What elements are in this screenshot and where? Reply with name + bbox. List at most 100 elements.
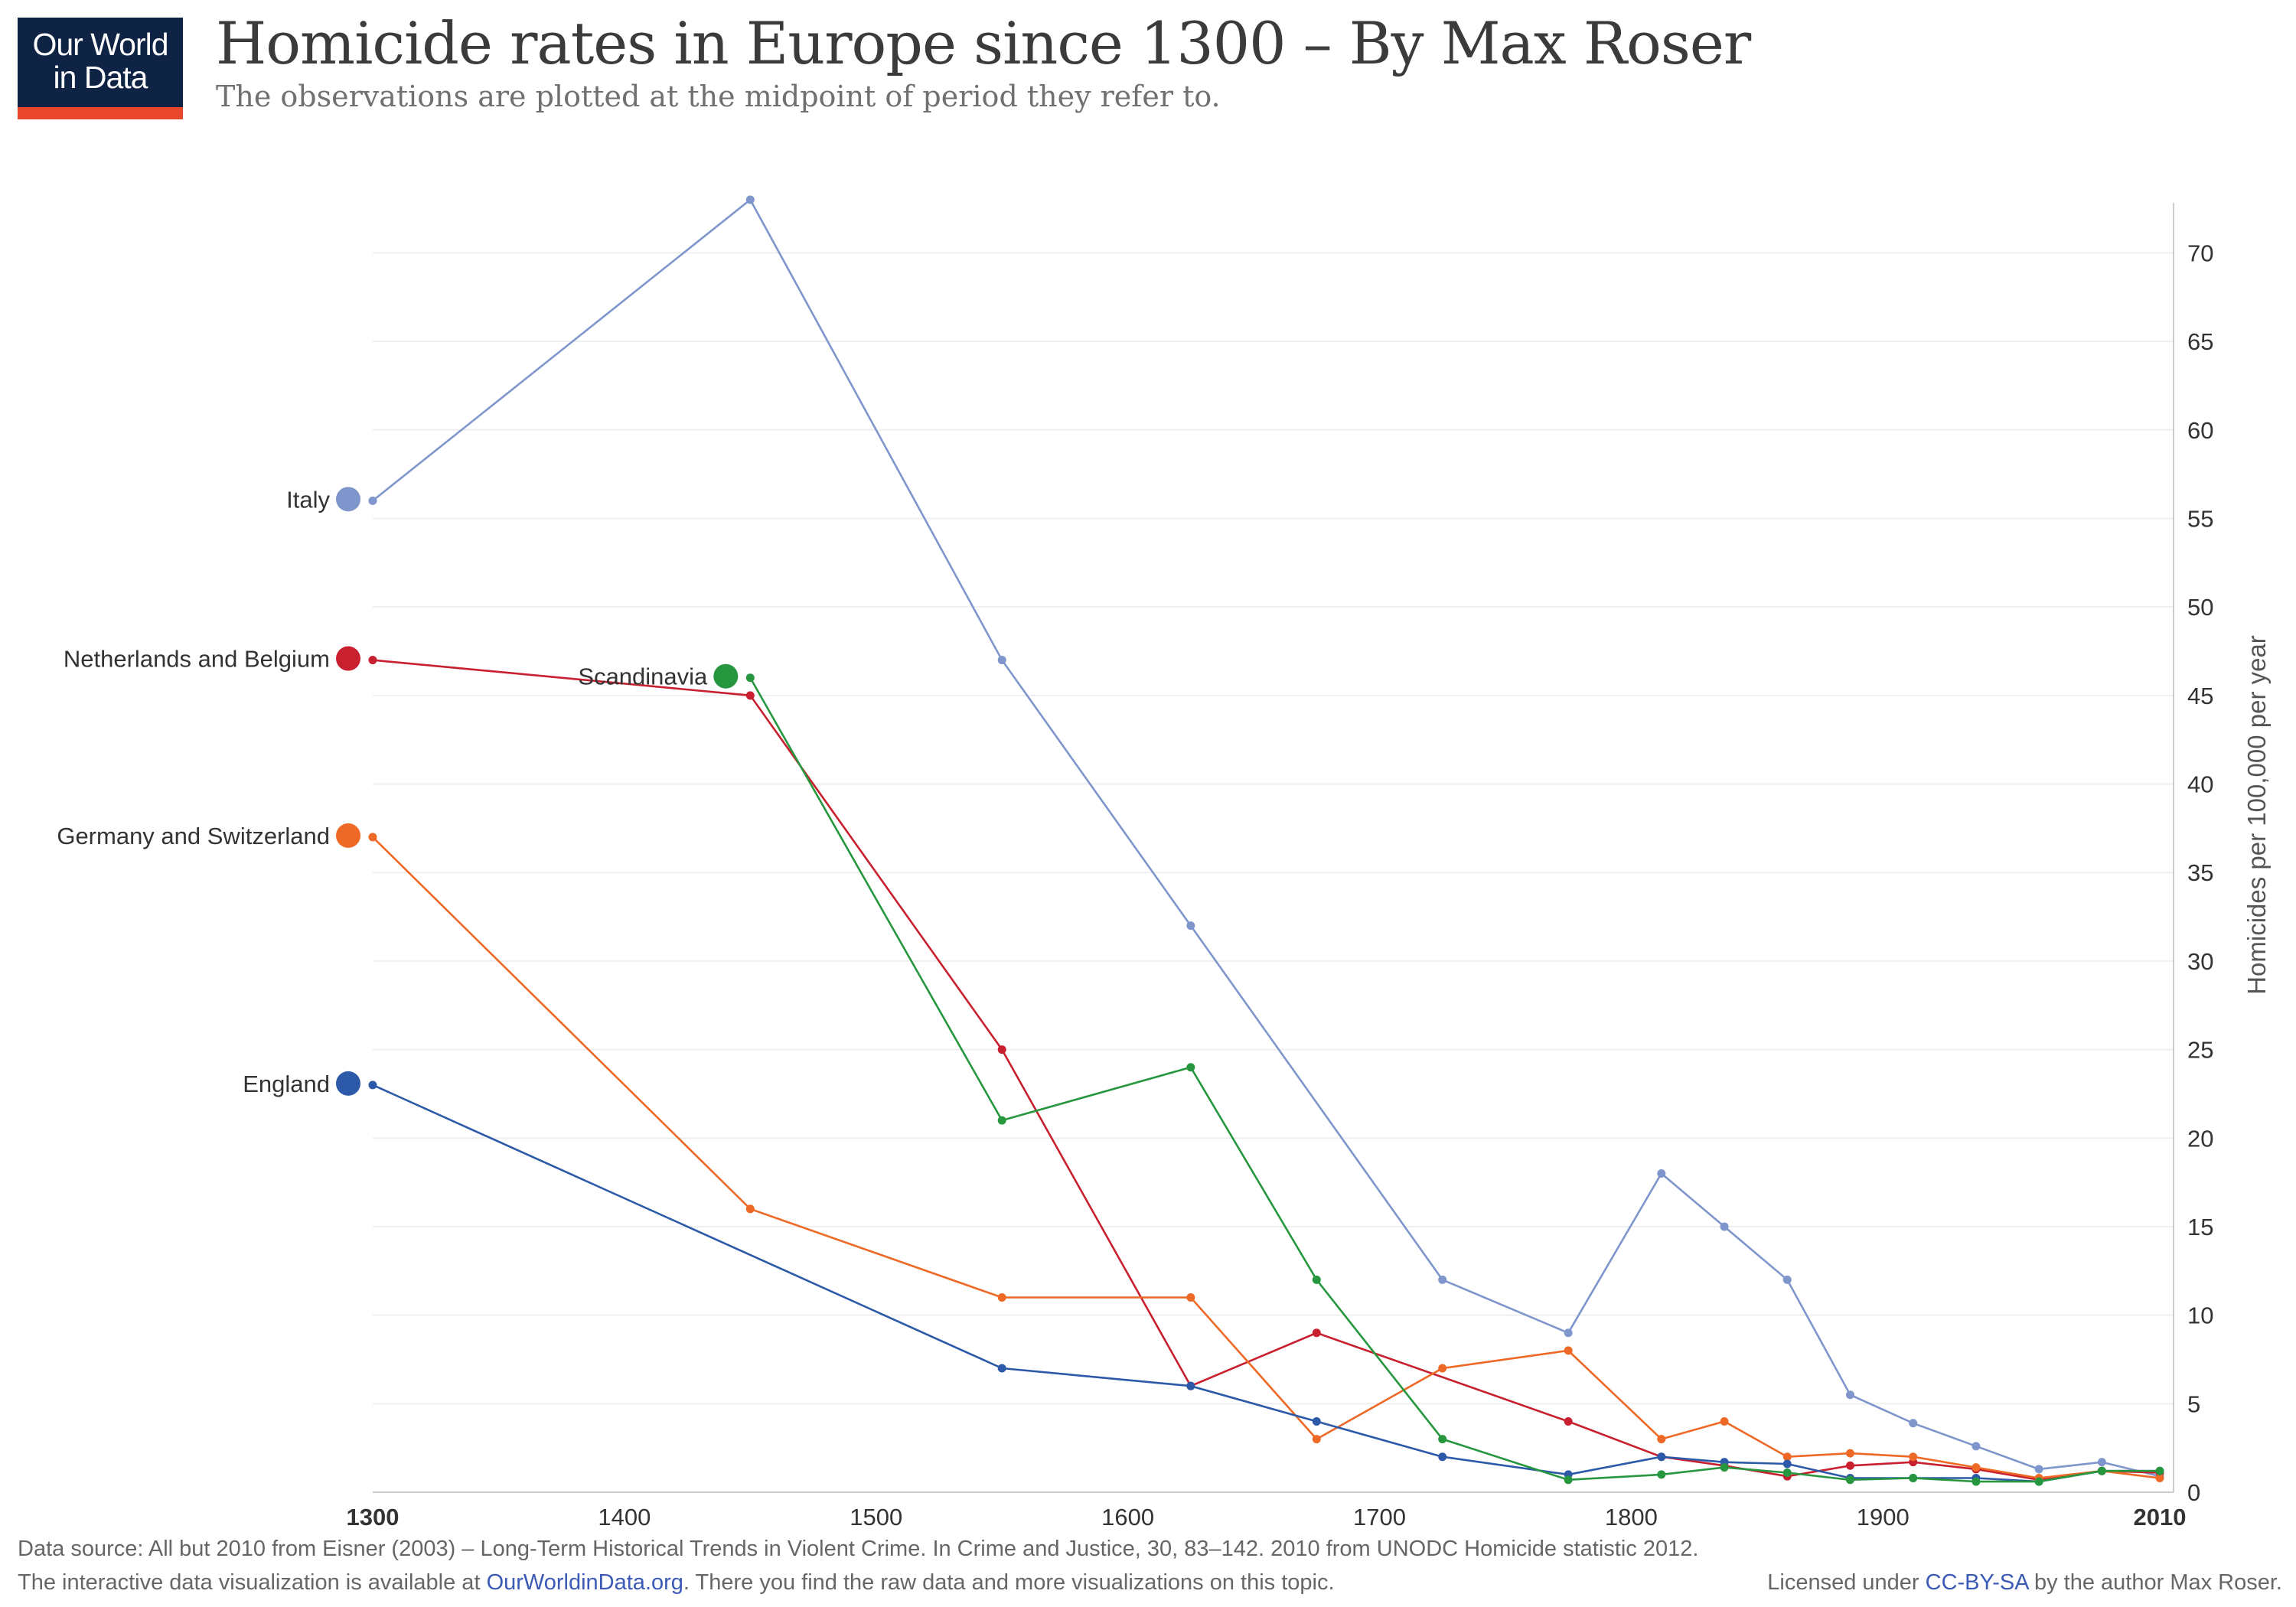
data-point-italy <box>2097 1458 2106 1467</box>
data-point-scandinavia <box>745 673 755 683</box>
data-point-scandinavia <box>1971 1477 1981 1486</box>
data-point-scandinavia <box>1186 1063 1195 1072</box>
footer-license: Licensed under CC-BY-SA by the author Ma… <box>1767 1570 2282 1596</box>
data-point-italy <box>1564 1328 1573 1338</box>
logo-line2: in Data <box>53 60 148 95</box>
data-point-italy <box>1720 1222 1729 1231</box>
owid-logo: Our World in Data <box>18 18 183 119</box>
data-point-scandinavia <box>1720 1463 1729 1472</box>
data-point-italy <box>1845 1390 1854 1400</box>
x-tick-label: 1800 <box>1605 1504 1658 1530</box>
series-line-england <box>372 1084 2160 1483</box>
legend-label-england: England <box>243 1071 330 1097</box>
y-tick-label: 70 <box>2187 240 2213 266</box>
data-point-england <box>1657 1452 1666 1462</box>
legend-marker-england <box>336 1071 360 1096</box>
y-axis-label: Homicides per 100,000 per year <box>2242 635 2271 995</box>
data-point-germany-and-switzerland <box>2155 1473 2164 1482</box>
data-point-germany-and-switzerland <box>1564 1346 1573 1355</box>
y-tick-label: 15 <box>2187 1214 2213 1240</box>
legend-marker-italy <box>336 487 360 512</box>
data-point-scandinavia <box>997 1116 1006 1125</box>
data-point-scandinavia <box>1564 1475 1573 1485</box>
data-point-england <box>368 1081 377 1090</box>
logo-box: Our World in Data <box>18 18 183 107</box>
x-tick-labels: 1300 1400 1500 1600 1700 1800 1900 2010 <box>347 1504 2187 1530</box>
data-point-germany-and-switzerland <box>1657 1435 1666 1444</box>
y-tick-label: 30 <box>2187 948 2213 975</box>
license-link[interactable]: CC-BY-SA <box>1925 1570 2028 1595</box>
footer-info: The interactive data visualization is av… <box>18 1570 1335 1596</box>
data-point-england <box>1782 1459 1792 1468</box>
data-point-scandinavia <box>2097 1466 2106 1475</box>
data-point-scandinavia <box>1312 1275 1321 1284</box>
y-tick-label: 60 <box>2187 417 2213 444</box>
chart-subtitle: The observations are plotted at the midp… <box>216 80 1221 113</box>
y-tick-label: 35 <box>2187 859 2213 886</box>
y-tick-label: 65 <box>2187 328 2213 355</box>
legend-label-netherlands-and-belgium: Netherlands and Belgium <box>64 646 330 673</box>
data-point-scandinavia <box>1909 1473 1918 1482</box>
data-point-italy <box>745 195 755 204</box>
footer-info-pre: The interactive data visualization is av… <box>18 1570 487 1595</box>
data-point-scandinavia <box>1438 1435 1447 1444</box>
x-tick-label: 1500 <box>850 1504 902 1530</box>
legend-label-scandinavia: Scandinavia <box>578 663 708 690</box>
data-point-england <box>997 1364 1006 1373</box>
y-tick-label: 20 <box>2187 1125 2213 1152</box>
data-point-netherlands-and-belgium <box>368 656 377 665</box>
y-tick-label: 5 <box>2187 1390 2200 1417</box>
data-point-italy <box>1909 1419 1918 1428</box>
legend-marker-netherlands-and-belgium <box>336 646 360 671</box>
data-point-germany-and-switzerland <box>997 1292 1006 1302</box>
data-point-italy <box>1971 1442 1981 1451</box>
y-tick-label: 50 <box>2187 594 2213 621</box>
y-tick-labels: 0 5 10 15 20 25 30 35 40 45 50 55 60 65 70 <box>2187 240 2213 1506</box>
x-tick-label: 1900 <box>1857 1504 1910 1530</box>
data-point-germany-and-switzerland <box>1186 1292 1195 1302</box>
data-point-scandinavia <box>1845 1475 1854 1485</box>
data-point-italy <box>1657 1169 1666 1178</box>
data-point-scandinavia <box>2155 1466 2164 1475</box>
data-point-england <box>1312 1416 1321 1426</box>
logo-accent-bar <box>18 107 183 119</box>
data-point-germany-and-switzerland <box>1782 1452 1792 1462</box>
data-point-scandinavia <box>2034 1477 2043 1486</box>
data-point-germany-and-switzerland <box>1909 1452 1918 1462</box>
data-point-england <box>1438 1452 1447 1462</box>
data-point-netherlands-and-belgium <box>997 1045 1006 1054</box>
series-line-germany-and-switzerland <box>372 836 2161 1479</box>
license-post: by the author Max Roser. <box>2027 1570 2282 1595</box>
y-tick-label: 45 <box>2187 683 2213 709</box>
y-tick-label: 40 <box>2187 771 2213 798</box>
chart-title: Homicide rates in Europe since 1300 – By… <box>216 9 1751 77</box>
data-point-germany-and-switzerland <box>745 1204 755 1214</box>
series-line-italy <box>372 198 2161 1478</box>
data-point-italy <box>368 496 377 505</box>
data-point-netherlands-and-belgium <box>1845 1461 1854 1470</box>
legend-label-italy: Italy <box>286 486 330 513</box>
x-tick-label: 1700 <box>1353 1504 1406 1530</box>
data-point-italy <box>1782 1275 1792 1284</box>
data-point-italy <box>997 656 1006 665</box>
owid-link[interactable]: OurWorldinData.org <box>486 1570 683 1595</box>
y-tick-label: 10 <box>2187 1302 2213 1329</box>
footer-source-text: Data source: All but 2010 from Eisner (2… <box>18 1537 1699 1561</box>
y-tick-label: 25 <box>2187 1037 2213 1064</box>
data-point-germany-and-switzerland <box>1971 1463 1981 1472</box>
data-point-netherlands-and-belgium <box>745 691 755 700</box>
series-line-netherlands-and-belgium <box>372 659 2161 1482</box>
legend-label-germany-and-switzerland: Germany and Switzerland <box>57 823 330 849</box>
data-point-england <box>1186 1381 1195 1390</box>
data-point-netherlands-and-belgium <box>1564 1416 1573 1426</box>
data-point-italy <box>1186 921 1195 931</box>
grid-lines <box>373 252 2174 1493</box>
data-point-germany-and-switzerland <box>1845 1449 1854 1458</box>
x-tick-label: 2010 <box>2134 1504 2187 1530</box>
y-tick-label: 55 <box>2187 505 2213 532</box>
data-point-italy <box>1438 1275 1447 1284</box>
legend-marker-germany-and-switzerland <box>336 823 360 848</box>
legend: Italy Netherlands and Belgium Germany and … <box>57 486 739 1097</box>
data-point-italy <box>2034 1465 2043 1474</box>
